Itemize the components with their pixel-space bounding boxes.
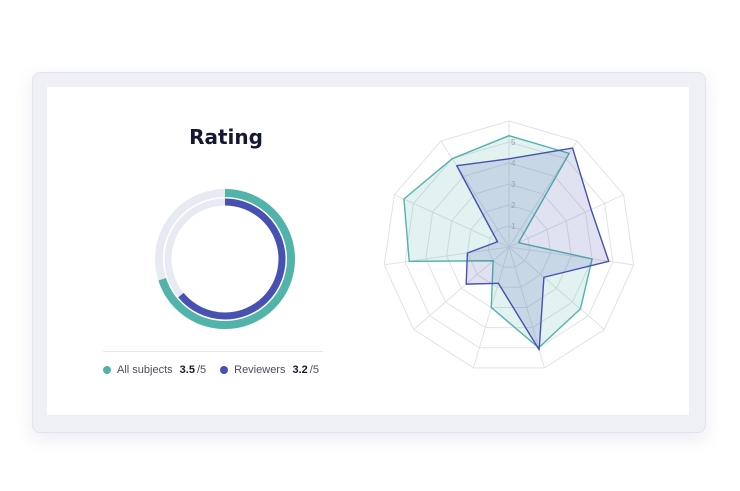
radar-grid-spoke	[508, 194, 624, 248]
legend-value-reviewers: 3.2	[292, 364, 308, 376]
all-subjects-dot-icon	[103, 366, 111, 374]
radar-tick-label: 3	[511, 180, 516, 189]
radar-series-reviewers	[456, 147, 610, 351]
legend-divider	[103, 351, 323, 352]
legend-max-all-subjects: /5	[196, 364, 207, 376]
legend-value-all-subjects: 3.5	[179, 364, 195, 376]
rating-legend: All subjects 3.5 /5 Reviewers 3.2 /5	[103, 364, 335, 376]
legend-label-reviewers: Reviewers	[234, 364, 286, 376]
donut-reviewers-arc	[164, 198, 286, 320]
radar-tick-label: 2	[511, 201, 516, 210]
reviewers-dot-icon	[220, 366, 229, 374]
radar-chart: 1 2 3 4 5	[383, 120, 635, 369]
radar-grid-ring	[446, 183, 572, 308]
radar-grid-ring	[487, 225, 531, 268]
radar-tick-label: 5	[511, 138, 516, 147]
legend-max-reviewers: /5	[309, 364, 319, 376]
radar-grid-spoke	[508, 246, 634, 266]
radar-grid-ring	[466, 204, 552, 288]
radar-grid-ring	[383, 120, 635, 369]
rating-donut-chart	[155, 189, 295, 329]
rating-card: Rating All subjects 3.5 /5 Reviewers	[32, 72, 706, 433]
radar-tick-label: 1	[511, 222, 516, 231]
legend-label-all-subjects: All subjects	[117, 364, 173, 376]
rating-title: Rating	[189, 125, 263, 149]
radar-tick-label: 4	[511, 159, 516, 168]
legend-item-reviewers: Reviewers 3.2 /5	[220, 364, 319, 376]
radar-grid-ring	[425, 162, 593, 329]
radar-grid-spoke	[384, 246, 510, 266]
radar-grid-ring	[404, 141, 614, 349]
rating-card-content: Rating All subjects 3.5 /5 Reviewers	[47, 87, 689, 415]
radar-grid-spoke	[394, 194, 510, 248]
donut-all-subjects-arc	[155, 189, 295, 329]
radar-grid-spoke	[508, 246, 605, 330]
legend-item-all-subjects: All subjects 3.5 /5	[103, 364, 206, 376]
